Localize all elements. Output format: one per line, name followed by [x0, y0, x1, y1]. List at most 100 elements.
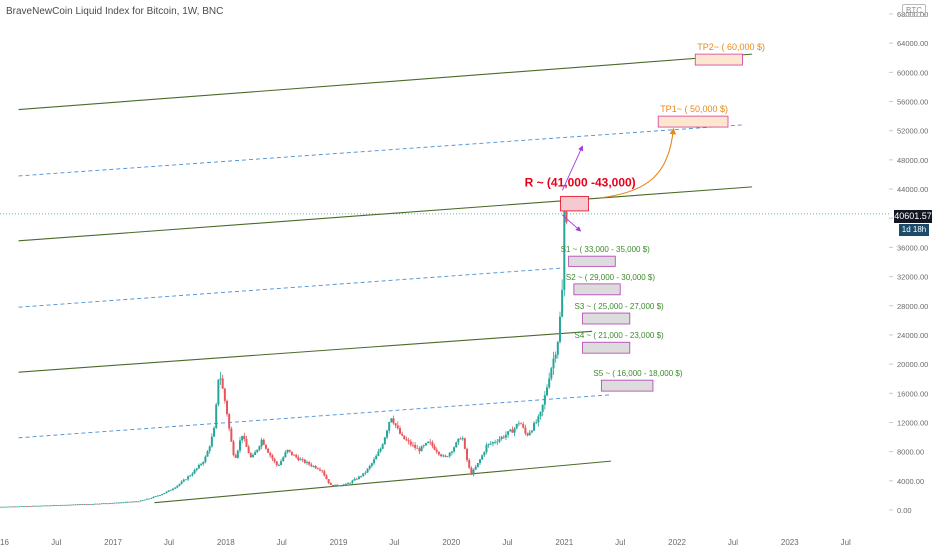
price-candle [360, 475, 363, 479]
price-candle [150, 497, 153, 499]
price-candle [267, 447, 270, 454]
price-candle [264, 444, 267, 450]
price-candle [522, 421, 525, 429]
price-candle [485, 442, 488, 455]
price-candle [5, 506, 8, 508]
price-candle [63, 504, 66, 506]
x-tick-label: Jul [277, 538, 287, 547]
price-candle [72, 504, 75, 506]
y-tick-label: 32000.00 [897, 273, 928, 282]
price-candle [165, 491, 168, 494]
currency-badge[interactable]: BTC [902, 4, 926, 17]
price-candle [78, 504, 81, 506]
price-candle [33, 505, 36, 507]
price-candle [280, 458, 283, 466]
price-candle [494, 439, 497, 444]
price-candle [306, 460, 309, 465]
chart-title: BraveNewCoin Liquid Index for Bitcoin, 1… [6, 6, 224, 17]
channel-midline[interactable] [18, 124, 743, 177]
price-candle [293, 453, 296, 456]
price-candle [35, 505, 38, 507]
price-candle [327, 479, 330, 485]
price-candle [414, 442, 417, 451]
price-candle [27, 505, 30, 507]
price-candle [373, 457, 376, 465]
price-candle [431, 440, 434, 449]
channel-line[interactable] [18, 186, 753, 242]
price-candle [546, 384, 549, 397]
price-candle [552, 351, 555, 376]
price-candle [556, 340, 559, 359]
price-candle [120, 502, 123, 504]
channel-midline[interactable] [18, 394, 611, 439]
price-candle [318, 467, 321, 472]
price-candle [368, 464, 371, 471]
support-zone[interactable] [582, 341, 631, 354]
price-candle [171, 487, 174, 491]
price-candle [154, 495, 157, 498]
bearish-scenario-arrow[interactable] [562, 214, 582, 232]
price-candle [370, 462, 373, 468]
price-candle [11, 506, 14, 508]
x-tick-label: 2020 [442, 538, 460, 547]
price-candle [202, 461, 205, 466]
x-tick-label: 2021 [555, 538, 573, 547]
price-candle [271, 454, 274, 462]
price-candle [483, 451, 486, 458]
price-candle [37, 505, 40, 507]
price-candle [507, 431, 510, 438]
price-candle [325, 474, 328, 480]
tp1-zone[interactable] [657, 115, 729, 128]
price-candle [537, 414, 540, 427]
target-path-arrow[interactable] [600, 127, 677, 199]
bullish-scenario-arrow[interactable] [561, 145, 584, 191]
support-zone[interactable] [582, 312, 631, 325]
support-zone[interactable] [568, 255, 616, 267]
price-candle [141, 500, 144, 501]
price-candle [550, 366, 553, 381]
x-tick-label: Jul [728, 538, 738, 547]
channel-midline[interactable] [18, 267, 565, 308]
price-candle [256, 449, 259, 454]
price-candle [55, 504, 58, 506]
y-tick-label: 56000.00 [897, 98, 928, 107]
price-candle [22, 506, 25, 507]
price-candle [83, 503, 86, 505]
price-candle [362, 473, 365, 477]
price-candle [457, 438, 460, 446]
price-candle [184, 479, 187, 481]
x-tick-label: Jul [615, 538, 625, 547]
price-candle [524, 424, 527, 436]
resistance-zone[interactable] [560, 195, 589, 212]
channel-line[interactable] [18, 330, 593, 373]
price-candle [57, 505, 60, 506]
price-candle [316, 467, 319, 470]
price-candle [336, 484, 339, 487]
price-candle [16, 506, 19, 508]
price-candle [543, 391, 546, 410]
support-zone-label: S3 ~ ( 25,000 - 27,000 $) [575, 302, 665, 311]
tp2-zone[interactable] [694, 53, 743, 66]
support-zone[interactable] [573, 283, 621, 296]
x-tick-label: Jul [502, 538, 512, 547]
price-candle [344, 483, 347, 486]
price-candle [416, 444, 419, 449]
price-candle [433, 443, 436, 451]
channel-line[interactable] [18, 53, 753, 111]
price-candle [208, 445, 211, 454]
price-candle [249, 452, 252, 458]
price-candle [554, 351, 557, 363]
price-candle [258, 445, 261, 452]
price-candle [221, 374, 224, 389]
price-candle [7, 506, 10, 508]
price-candle [180, 480, 183, 485]
price-candle [520, 422, 523, 425]
support-zone[interactable] [600, 379, 654, 392]
x-tick-label: 2017 [104, 538, 122, 547]
price-candle [418, 446, 421, 455]
price-candle [48, 505, 51, 507]
y-tick-label: 48000.00 [897, 156, 928, 165]
channel-line[interactable] [154, 460, 611, 504]
